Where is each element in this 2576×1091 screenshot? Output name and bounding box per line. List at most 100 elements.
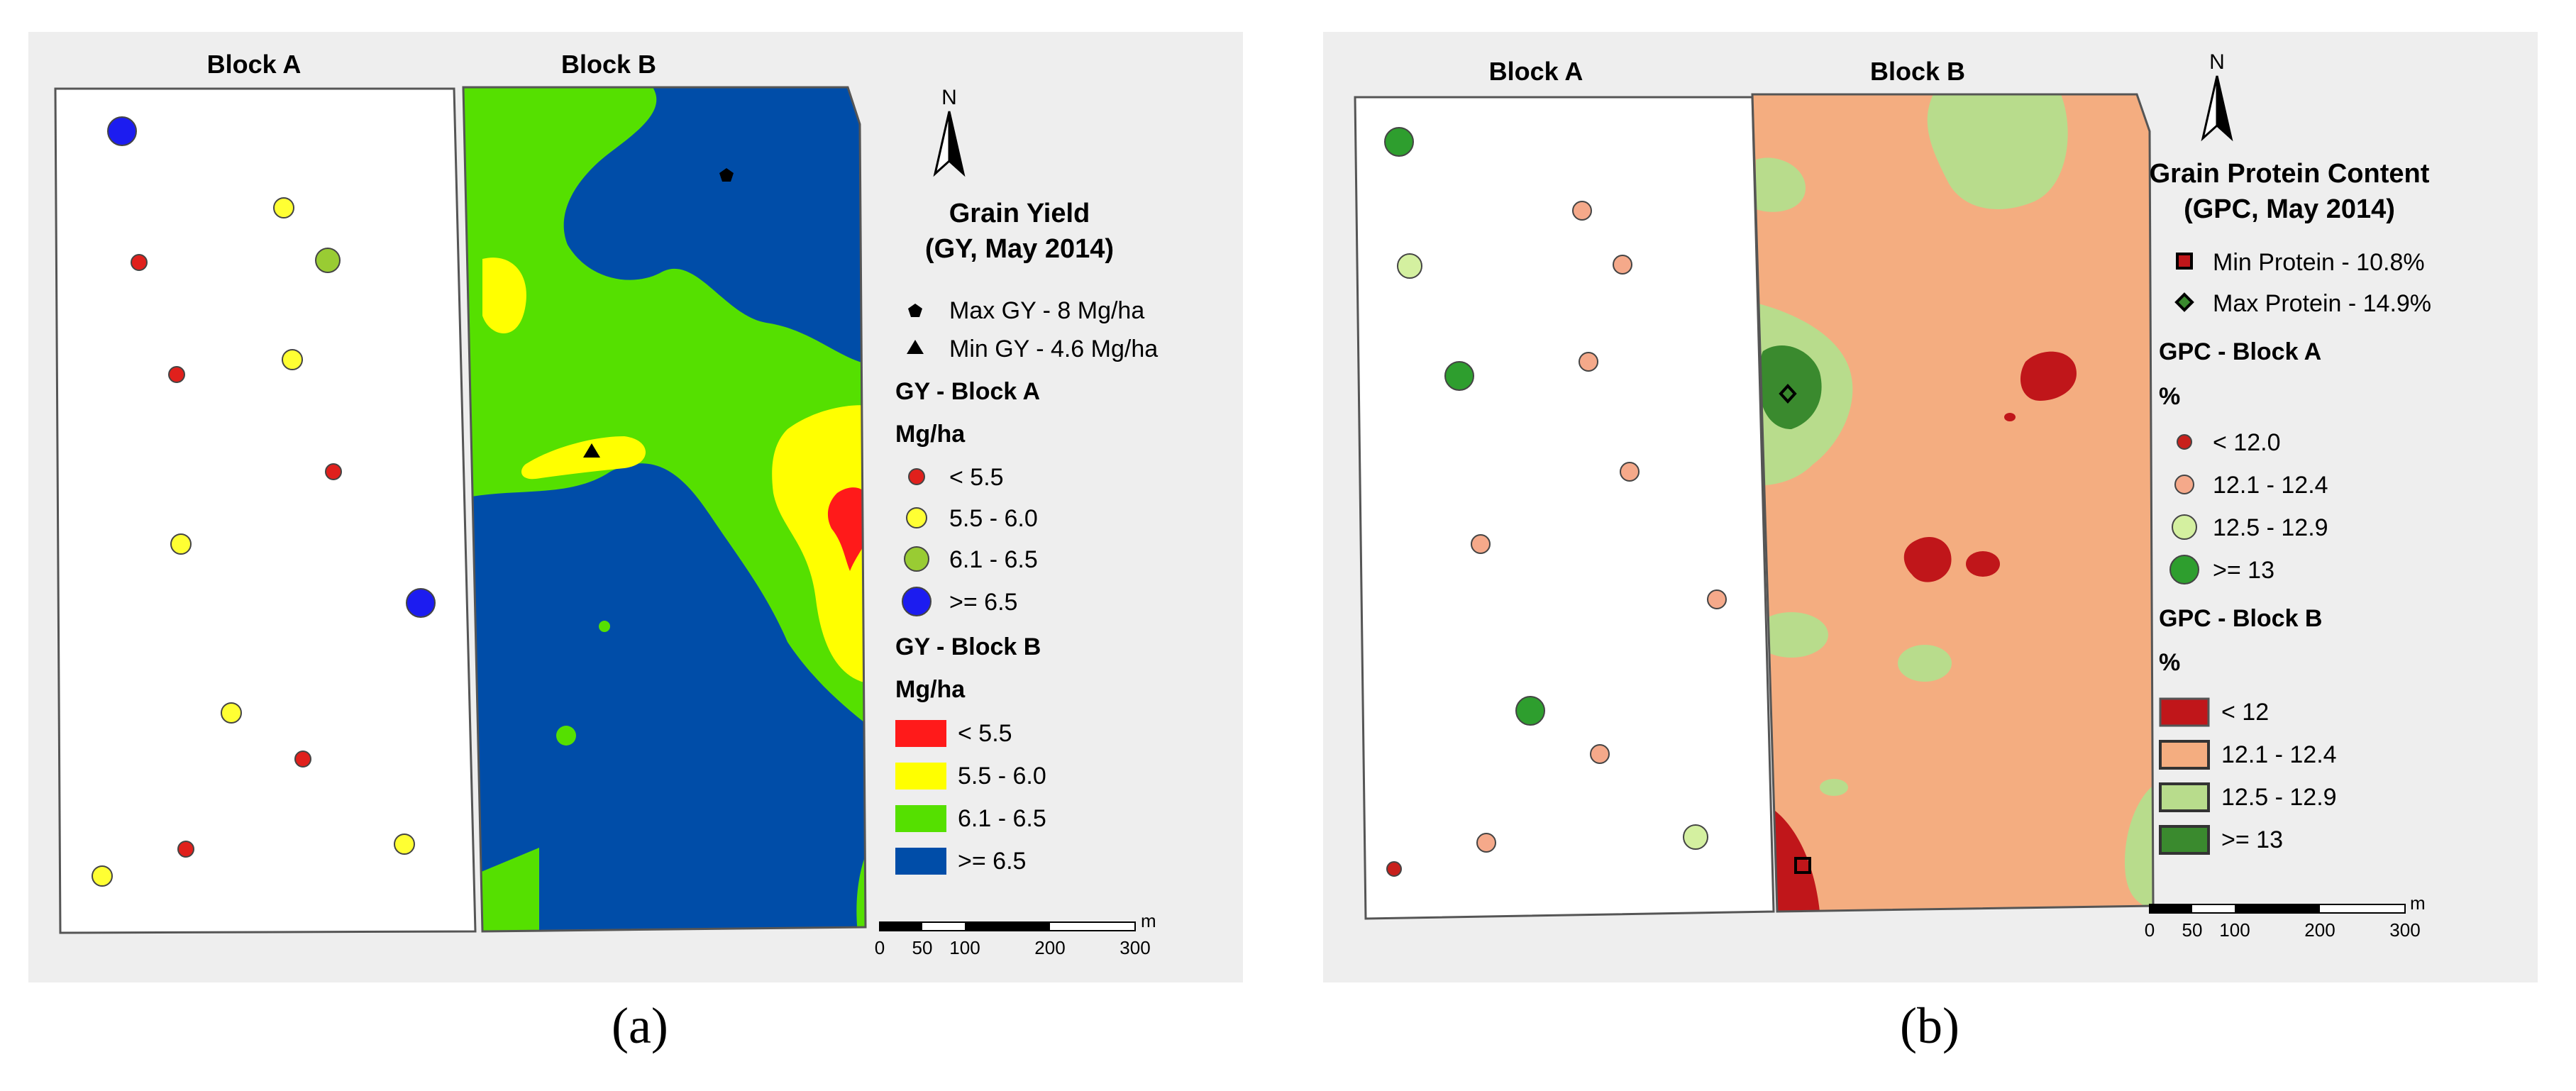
legend-b-swatch-2 [895, 763, 946, 790]
zone-lt-12 [1903, 536, 1952, 582]
max-gy-legend-icon [908, 304, 922, 317]
block-a-legend-unit: Mg/ha [895, 421, 966, 448]
svg-text:N: N [941, 86, 957, 109]
block-a-field [54, 87, 477, 934]
north-arrow-icon: N [2201, 50, 2233, 142]
block-b-legend-unit: Mg/ha [895, 676, 966, 703]
legend-b-class-3: 6.1 - 6.5 [958, 805, 1046, 832]
zone-5.5-6.0 [482, 257, 526, 333]
point-gpc-high [1444, 361, 1474, 391]
legend-b-class-1: < 5.5 [958, 720, 1012, 747]
legend-a-swatch-2 [906, 507, 927, 528]
min-gy-legend-label: Min GY - 4.6 Mg/ha [949, 336, 1158, 362]
zone-6.1-6.5 [556, 726, 576, 746]
scale-tick-0: 0 [2145, 919, 2155, 941]
zone-12.5-12.9 [2125, 777, 2153, 912]
scale-bar: m 0 50 100 200 300 [875, 910, 1156, 958]
legend-a-class-2: 12.1 - 12.4 [2213, 472, 2328, 499]
point-gy-high [107, 116, 137, 146]
zone-gte-6.5 [563, 87, 866, 365]
panel-grain-protein: Block A Block B [1323, 32, 2538, 982]
scale-tick-200: 200 [2304, 919, 2335, 941]
point-gy-low [294, 751, 311, 768]
point-gy-mid-low [273, 197, 294, 218]
scale-tick-300: 300 [1120, 937, 1150, 958]
scale-unit: m [2410, 892, 2426, 914]
legend-a-swatch-3 [2172, 514, 2197, 540]
block-b-surface [463, 87, 866, 931]
block-a-points [1384, 127, 1727, 877]
zone-lt-12 [1966, 551, 2000, 577]
block-b-outline [462, 86, 867, 933]
block-a-points [92, 116, 436, 887]
legend-title: Grain Protein Content [2150, 159, 2430, 189]
block-a-label: Block A [207, 50, 302, 79]
legend-a-class-1: < 12.0 [2213, 429, 2280, 456]
legend-a-class-2: 5.5 - 6.0 [949, 505, 1038, 532]
svg-text:N: N [2209, 50, 2225, 74]
zone-12.5-12.9 [1754, 612, 1828, 658]
scale-tick-200: 200 [1034, 937, 1065, 958]
grain-protein-map: Block A Block B [1354, 50, 2431, 941]
caption-a: (a) [612, 997, 668, 1054]
point-gy-mid-low [282, 349, 303, 370]
min-gy-legend-icon [907, 340, 924, 354]
legend-b-swatch-4 [895, 848, 946, 875]
point-gpc-mid-low [1476, 833, 1496, 853]
zone-12.5-12.9 [1820, 779, 1848, 796]
block-a-label: Block A [1489, 57, 1583, 86]
block-b-label: Block B [1870, 57, 1965, 86]
legend-b-class-4: >= 6.5 [958, 848, 1026, 875]
scale-tick-0: 0 [875, 937, 885, 958]
point-gpc-low [1386, 861, 1402, 877]
block-b-label: Block B [561, 50, 656, 79]
legend-a-class-1: < 5.5 [949, 464, 1004, 491]
panel-grain-yield: Block A Block B [28, 32, 1243, 982]
scale-bar: m 0 50 100 200 300 [2145, 892, 2426, 941]
zone-12.5-12.9 [1756, 157, 1806, 212]
zone-lt-12 [2020, 351, 2077, 401]
scale-tick-50: 50 [912, 937, 933, 958]
legend-a-swatch-1 [908, 468, 925, 485]
point-gy-low [325, 463, 342, 480]
zone-12.1-12.4 [1752, 94, 2153, 912]
zone-12.5-12.9 [1927, 94, 2068, 209]
block-b-outline [1751, 93, 2155, 913]
legend-b-swatch-4 [2159, 825, 2210, 855]
point-gy-mid-low [170, 533, 192, 555]
point-gy-low [168, 366, 185, 383]
block-b-legend-unit: % [2159, 649, 2180, 676]
scale-tick-50: 50 [2182, 919, 2203, 941]
legend-b-swatch-2 [2159, 740, 2210, 770]
max-protein-legend-icon [2174, 292, 2194, 312]
point-gy-mid-low [221, 702, 242, 724]
point-gy-mid-low [394, 834, 415, 855]
grain-yield-map: Block A Block B [54, 50, 1158, 958]
legend-b-swatch-1 [2159, 697, 2210, 727]
point-gy-low [177, 841, 194, 858]
point-gpc-high [1384, 127, 1414, 157]
point-gpc-high [1515, 696, 1545, 726]
point-gy-mid-low [92, 865, 113, 887]
zone-12.5-12.9 [1898, 645, 1952, 682]
legend-title: Grain Yield [949, 199, 1090, 228]
max-protein-marker-icon [1779, 384, 1797, 404]
zone-6.1-6.5 [599, 621, 610, 632]
legend-a-class-3: 6.1 - 6.5 [949, 546, 1038, 573]
legend-a-swatch-3 [904, 546, 929, 572]
point-gpc-mid-low [1572, 201, 1592, 221]
legend-subtitle: (GY, May 2014) [925, 234, 1114, 264]
max-gy-marker-icon [719, 168, 734, 182]
block-b-surface [1752, 94, 2153, 912]
point-gpc-mid-high [1397, 253, 1422, 279]
scale-tick-100: 100 [2219, 919, 2250, 941]
block-b-legend-heading: GY - Block B [895, 633, 1041, 660]
point-gpc-mid-low [1620, 462, 1640, 482]
point-gy-mid-high [315, 248, 341, 273]
legend-a-swatch-4 [902, 587, 932, 616]
min-protein-marker-icon [1794, 857, 1811, 874]
legend-b-class-2: 5.5 - 6.0 [958, 763, 1046, 790]
max-gy-legend-label: Max GY - 8 Mg/ha [949, 297, 1144, 324]
point-gpc-mid-low [1471, 534, 1491, 554]
north-arrow-icon: N [933, 86, 966, 177]
